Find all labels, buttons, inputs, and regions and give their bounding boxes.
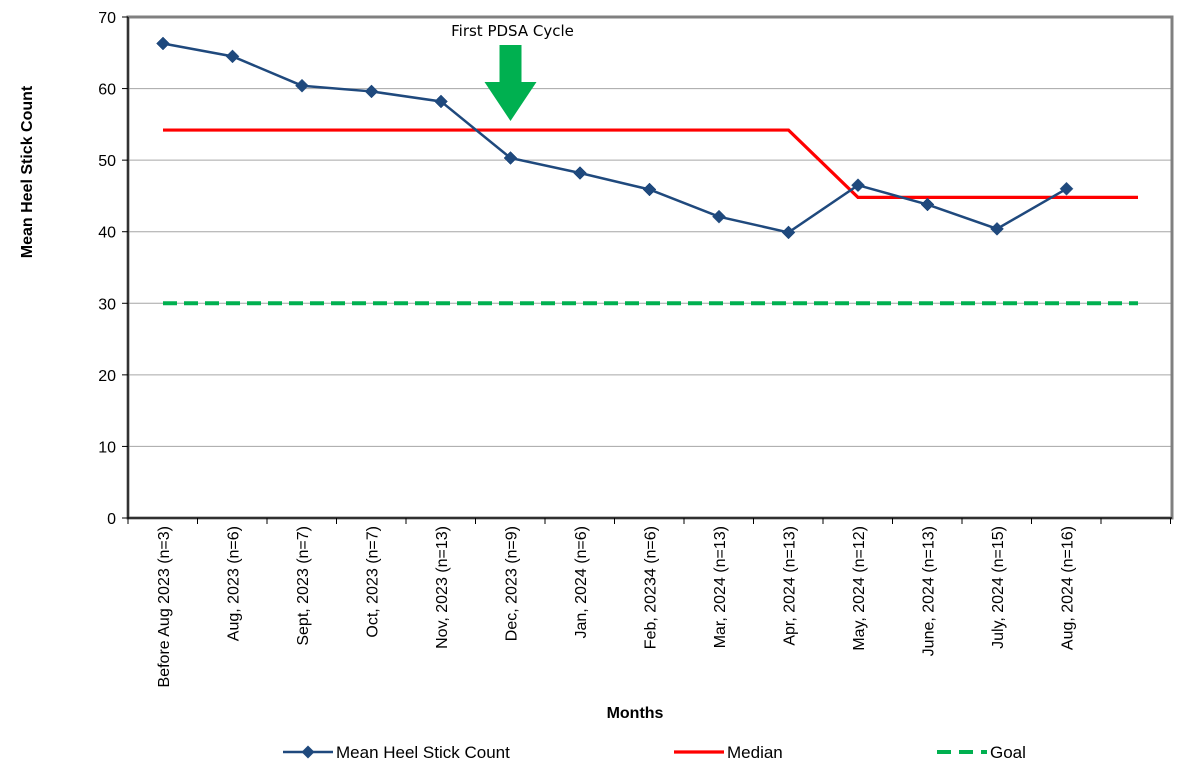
x-tick-label: July, 2024 (n=15) — [990, 526, 1007, 649]
data-point-marker — [920, 197, 935, 212]
y-tick-label: 60 — [98, 82, 116, 99]
data-point-marker — [573, 166, 587, 180]
y-tick-label: 40 — [98, 225, 116, 242]
pdsa-annotation: First PDSA Cycle — [451, 22, 574, 121]
y-axis: 0 10 20 30 40 50 60 70 — [98, 10, 129, 528]
data-point-marker — [781, 225, 796, 240]
mean-line-path — [162, 42, 1068, 234]
data-point-marker — [1059, 181, 1074, 196]
legend-mean-label: Mean Heel Stick Count — [336, 743, 510, 762]
y-tick-label: 30 — [98, 296, 116, 313]
y-tick-label: 50 — [98, 153, 116, 170]
x-tick-label: June, 2024 (n=13) — [921, 526, 938, 656]
x-tick-label: Oct, 2023 (n=7) — [365, 526, 382, 638]
gridlines — [128, 88, 1172, 447]
legend-item-median: Median — [674, 743, 783, 762]
x-tick-label: May, 2024 (n=12) — [851, 526, 868, 651]
x-tick-label: Aug, 2023 (n=6) — [226, 526, 243, 641]
x-tick-label: Mar, 2024 (n=13) — [712, 526, 729, 648]
legend-goal-label: Goal — [990, 743, 1026, 762]
diamond-marker-icon — [301, 745, 315, 759]
data-point-marker — [225, 49, 240, 64]
x-tick-label: Before Aug 2023 (n=3) — [156, 526, 173, 687]
x-tick-label: Nov, 2023 (n=13) — [434, 526, 451, 649]
y-tick-label: 70 — [98, 10, 116, 27]
y-tick-label: 0 — [107, 511, 116, 528]
y-axis-title: Mean Heel Stick Count — [19, 85, 36, 258]
data-point-marker — [434, 94, 448, 109]
mean-heel-stick-series — [156, 36, 1074, 240]
down-arrow-icon — [484, 45, 537, 121]
data-point-marker — [295, 78, 309, 93]
legend: Mean Heel Stick Count Median Goal — [283, 743, 1026, 762]
data-point-marker — [364, 84, 379, 99]
x-axis: Before Aug 2023 (n=3) Aug, 2023 (n=6) Sept… — [127, 517, 1172, 687]
data-point-marker — [851, 178, 865, 193]
legend-item-goal: Goal — [937, 743, 1026, 762]
x-axis-title: Months — [607, 705, 664, 722]
x-tick-label: Aug, 2024 (n=16) — [1060, 526, 1077, 650]
data-point-marker — [712, 209, 726, 224]
x-tick-label: Feb, 20234 (n=6) — [643, 526, 660, 649]
x-tick-label: Jan, 2024 (n=6) — [573, 526, 590, 639]
y-tick-label: 10 — [98, 439, 116, 456]
x-tick-label: Dec, 2023 (n=9) — [504, 526, 521, 641]
legend-median-label: Median — [727, 743, 783, 762]
data-point-marker — [990, 221, 1004, 236]
x-tick-label: Apr, 2024 (n=13) — [782, 526, 799, 646]
legend-item-mean: Mean Heel Stick Count — [283, 743, 510, 762]
data-point-marker — [642, 182, 657, 197]
plot-area-frame — [126, 15, 1174, 520]
data-point-marker — [503, 151, 518, 165]
y-tick-label: 20 — [98, 368, 116, 385]
annotation-label: First PDSA Cycle — [451, 22, 574, 40]
data-point-marker — [156, 36, 170, 51]
x-tick-label: Sept, 2023 (n=7) — [295, 526, 312, 646]
